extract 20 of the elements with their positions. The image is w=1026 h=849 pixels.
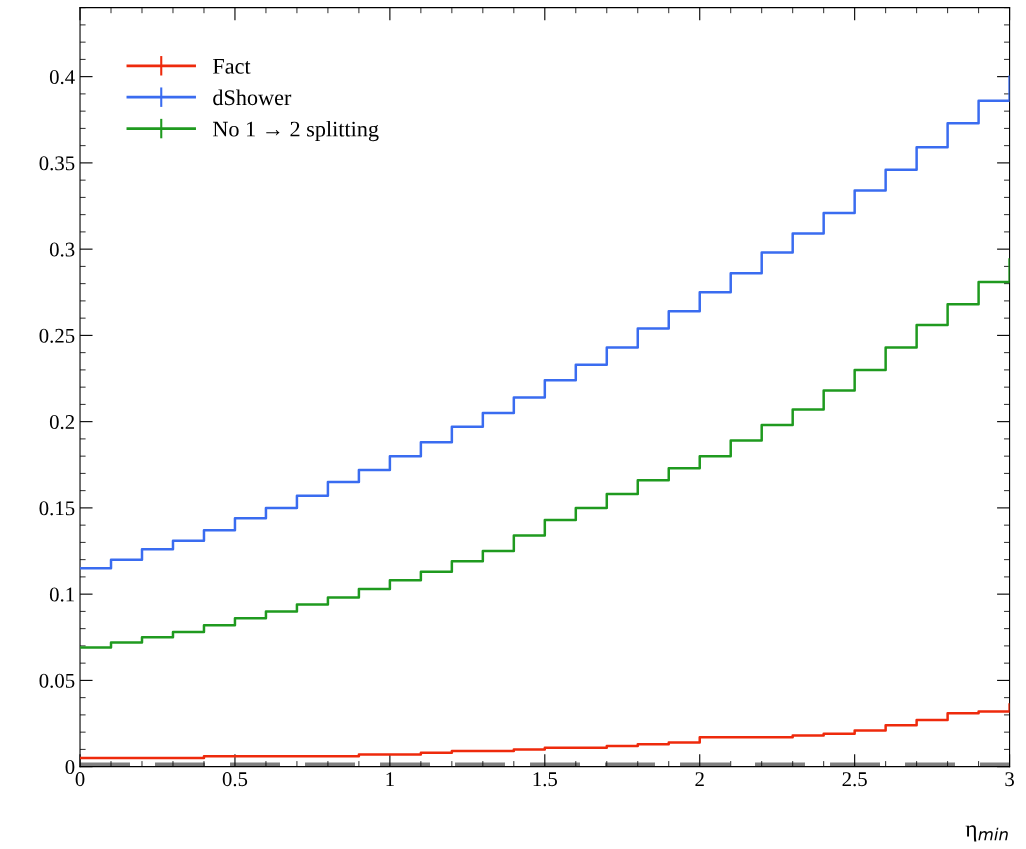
y-tick-label: 0.25: [39, 328, 75, 343]
x-tick-label: 0: [75, 772, 85, 787]
x-tick-label: 2: [695, 772, 704, 786]
y-tick-label: 0: [65, 760, 75, 775]
y-tick-label: 0.35: [39, 156, 75, 171]
y-tick-label: 0.1: [49, 587, 74, 602]
y-tick-label: 0.15: [39, 501, 75, 516]
legend-label: dShower: [213, 89, 292, 106]
x-tick-label: 2.5: [842, 772, 867, 787]
y-tick-label: 0.4: [49, 70, 75, 85]
x-tick-label: 0.5: [222, 772, 248, 787]
y-tick-label: 0.2: [49, 415, 75, 430]
y-tick-label: 0.3: [49, 242, 75, 257]
legend-label: Fact: [213, 59, 251, 74]
legend-label: No 1 → 2 splitting: [213, 120, 379, 142]
x-tick-label: 3: [1005, 772, 1014, 787]
x-tick-label: 1: [386, 772, 394, 786]
x-tick-label: 1.5: [533, 772, 558, 787]
x-axis-title: η$_{min}$: [965, 825, 1008, 842]
y-tick-label: 0.05: [39, 673, 75, 688]
